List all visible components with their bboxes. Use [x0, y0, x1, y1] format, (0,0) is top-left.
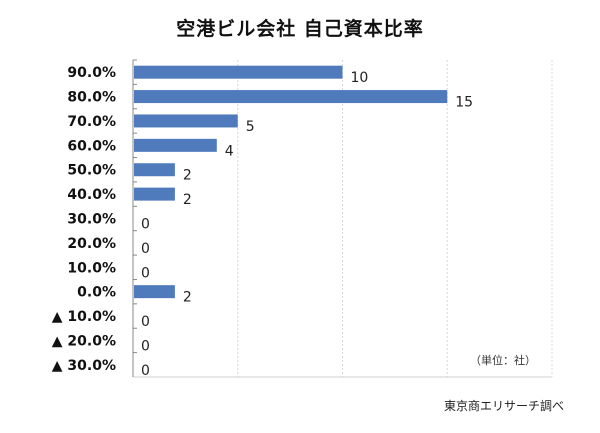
data-label: 10 [351, 70, 369, 86]
category-label: 90.0% [67, 65, 116, 81]
bar [134, 138, 217, 152]
category-label: 0.0% [77, 285, 116, 301]
data-label: 0 [141, 217, 150, 233]
data-label: 0 [141, 338, 150, 354]
bar [134, 163, 175, 177]
category-label: ▲ 20.0% [52, 333, 116, 349]
category-label: 60.0% [67, 138, 116, 154]
data-label: 0 [141, 314, 150, 330]
source-note: 東京商エリサーチ調べ [444, 399, 565, 413]
chart-title: 空港ビル会社 自己資本比率 [176, 18, 424, 40]
data-label: 2 [183, 192, 192, 208]
bar [134, 285, 175, 299]
category-label: 20.0% [67, 236, 116, 252]
category-label: 10.0% [67, 260, 116, 276]
category-label: 40.0% [67, 187, 116, 203]
bar [134, 65, 343, 79]
category-label: 30.0% [67, 212, 116, 228]
data-label: 5 [246, 119, 255, 135]
category-label: ▲ 10.0% [52, 309, 116, 325]
unit-note: （単位：社） [470, 354, 536, 367]
data-label: 2 [183, 290, 192, 306]
bar [134, 187, 175, 201]
category-label: 50.0% [67, 163, 116, 179]
category-label: 70.0% [67, 114, 116, 130]
bar [134, 114, 238, 128]
category-label: ▲ 30.0% [52, 358, 116, 374]
data-label: 2 [183, 168, 192, 184]
bar [134, 90, 448, 104]
data-label: 4 [225, 143, 234, 159]
data-label: 0 [141, 265, 150, 281]
data-label: 0 [141, 363, 150, 379]
data-label: 0 [141, 241, 150, 257]
category-label: 80.0% [67, 90, 116, 106]
data-label: 15 [455, 95, 473, 111]
